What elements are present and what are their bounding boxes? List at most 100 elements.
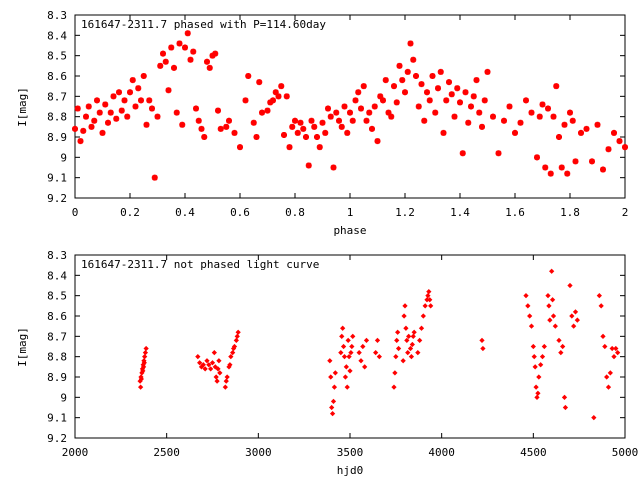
unphased-data-point: [405, 349, 411, 356]
unphased-data-point: [138, 376, 144, 382]
unphased-data-point: [373, 349, 379, 356]
phased-data-point: [523, 97, 529, 104]
unphased-data-point: [227, 362, 233, 368]
phased-data-point: [204, 58, 210, 65]
phased-data-point: [545, 105, 551, 112]
unphased-data-point: [230, 345, 237, 352]
phased-data-point: [146, 97, 153, 104]
unphased-data-point: [346, 354, 352, 360]
phased-data-point: [501, 117, 507, 124]
unphased-data-point: [235, 329, 241, 335]
unphased-data-point: [605, 384, 612, 390]
unphased-data-point: [550, 313, 557, 319]
unphased-data-point: [142, 349, 149, 356]
phased-data-point: [443, 97, 450, 104]
unphased-data-point: [533, 384, 539, 390]
unphased-data-point: [344, 384, 350, 390]
phased-y-tick-label: 8.9: [47, 131, 67, 144]
unphased-data-point: [360, 343, 366, 350]
unphased-y-tick-label: 8.9: [47, 371, 67, 384]
phased-data-point: [72, 125, 78, 132]
phased-data-point: [550, 113, 557, 120]
unphased-data-point: [329, 410, 336, 417]
phased-data-point: [528, 109, 535, 116]
unphased-data-point: [425, 293, 431, 299]
phased-data-point: [327, 113, 334, 120]
unphased-data-point: [400, 358, 406, 364]
phased-data-point: [212, 50, 219, 57]
unphased-data-point: [338, 349, 344, 356]
unphased-y-tick-label: 9.1: [47, 412, 67, 425]
phased-data-point: [404, 68, 411, 75]
unphased-data-point: [342, 374, 349, 380]
phased-data-point: [611, 129, 617, 136]
phased-data-point: [578, 129, 584, 136]
phased-data-point: [91, 117, 98, 124]
unphased-y-tick-label: 8.5: [47, 290, 67, 303]
phased-data-point: [410, 56, 417, 63]
phased-data-point: [344, 129, 351, 136]
phased-x-tick-label: 1.6: [505, 206, 525, 219]
phased-data-point: [217, 125, 224, 132]
unphased-data-point: [527, 313, 533, 319]
unphased-y-tick-label: 8.7: [47, 330, 67, 343]
phased-data-point: [270, 97, 276, 104]
unphased-data-point: [358, 358, 364, 364]
phased-data-point: [151, 174, 158, 181]
phased-data-point: [198, 125, 205, 132]
phased-data-point: [102, 101, 109, 108]
phased-y-tick-label: 8.6: [47, 70, 67, 83]
phased-data-point: [319, 119, 326, 126]
phased-data-point: [176, 40, 183, 47]
phased-data-point: [402, 89, 408, 96]
phased-data-point: [132, 103, 139, 110]
unphased-data-point: [391, 384, 397, 390]
unphased-data-point: [216, 358, 222, 364]
phased-data-point: [605, 146, 612, 153]
phased-data-point: [278, 83, 285, 90]
unphased-data-point: [214, 378, 220, 384]
phased-x-tick-label: 1: [347, 206, 354, 219]
phased-data-point: [143, 121, 150, 128]
phased-data-point: [129, 77, 136, 84]
phased-data-point: [99, 129, 106, 136]
unphased-data-point: [215, 366, 221, 372]
phased-data-point: [127, 89, 133, 96]
unphased-axis-ticks: 2000 2500 3000 3500 4000 4500 5000 8.3 8.4 8.5 8.6…: [47, 249, 638, 459]
phased-x-axis-label: phase: [333, 224, 366, 237]
phased-data-point: [569, 117, 576, 124]
phased-data-point: [567, 109, 573, 116]
phased-data-point: [352, 97, 359, 104]
phased-data-point: [481, 97, 488, 104]
unphased-data-point: [138, 384, 144, 390]
phased-data-point: [413, 73, 419, 79]
unphased-data-point: [549, 297, 556, 303]
unphased-data-point: [402, 303, 408, 309]
phased-data-point: [297, 119, 304, 126]
phased-data-point: [283, 93, 290, 100]
phased-data-point: [259, 109, 265, 116]
phased-data-point: [349, 117, 356, 124]
phased-data-point: [157, 62, 164, 69]
unphased-data-point: [348, 349, 354, 356]
phased-data-point: [88, 123, 95, 130]
phased-data-point: [448, 91, 455, 98]
unphased-data-point: [479, 337, 485, 344]
unphased-chart-title: 161647-2311.7 not phased light curve: [81, 258, 319, 271]
unphased-x-tick-label: 3000: [245, 446, 272, 459]
unphased-data-point: [223, 378, 229, 384]
phased-data-point: [193, 105, 199, 112]
phased-data-point: [231, 129, 238, 136]
phased-x-tick-label: 0: [72, 206, 79, 219]
unphased-data-point: [395, 329, 401, 335]
unphased-data-point: [426, 288, 432, 295]
phased-data-point: [333, 109, 340, 116]
phased-data-point: [96, 109, 103, 116]
phased-data-point: [600, 166, 606, 173]
phased-data-point: [564, 170, 571, 177]
unphased-data-point: [535, 390, 541, 396]
phased-data-point: [446, 79, 452, 86]
unphased-data-point: [392, 370, 398, 376]
